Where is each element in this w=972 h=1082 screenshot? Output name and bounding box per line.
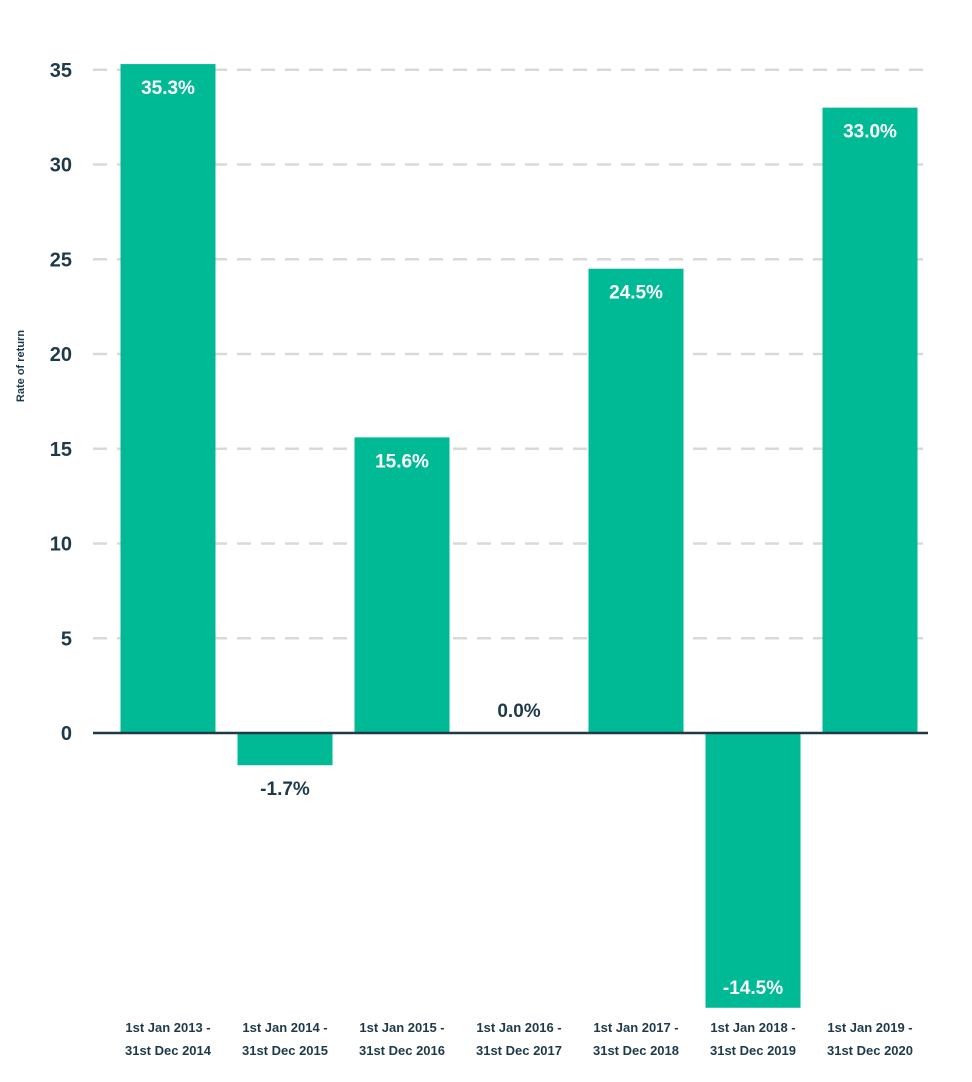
data-label: -1.7% <box>260 779 310 800</box>
bar <box>588 268 684 733</box>
x-tick-label: 1st Jan 2014 - <box>242 1020 327 1035</box>
data-label: 24.5% <box>609 283 663 304</box>
y-axis-label: Rate of return <box>15 330 27 402</box>
data-label: 15.6% <box>375 451 429 472</box>
bar <box>120 64 216 733</box>
y-tick-label: 0 <box>61 723 72 745</box>
y-tick-label: 35 <box>50 60 72 82</box>
data-labels: 35.3% -1.7% 15.6% 0.0% 24.5% -14.5% 33.0% <box>141 78 897 999</box>
x-tick-label: 1st Jan 2013 - <box>125 1020 210 1035</box>
axes: 0 5 10 15 20 25 30 35 1st Jan 2013 - 31st Dec 201… <box>50 60 928 1058</box>
x-tick-label: 1st Jan 2017 - <box>593 1020 678 1035</box>
x-tick-label: 31st Dec 2020 <box>827 1043 913 1058</box>
y-tick-label: 25 <box>50 249 72 271</box>
data-label: 0.0% <box>497 701 540 722</box>
y-tick-label: 15 <box>50 439 72 461</box>
grid-lines <box>93 68 928 640</box>
bar <box>705 733 801 1008</box>
x-tick-label: 1st Jan 2018 - <box>710 1020 795 1035</box>
y-tick-label: 10 <box>50 534 72 556</box>
y-tick-label: 5 <box>61 628 72 650</box>
bar <box>822 107 918 733</box>
x-tick-label: 1st Jan 2016 - <box>476 1020 561 1035</box>
x-tick-label: 31st Dec 2015 <box>242 1043 328 1058</box>
x-tick-label: 31st Dec 2016 <box>359 1043 445 1058</box>
x-tick-label: 31st Dec 2014 <box>125 1043 212 1058</box>
bars <box>120 64 918 1008</box>
y-tick-label: 20 <box>50 344 72 366</box>
x-tick-label: 1st Jan 2015 - <box>359 1020 444 1035</box>
data-label: 33.0% <box>843 122 897 143</box>
bar <box>237 733 333 766</box>
y-tick-label: 30 <box>50 155 72 177</box>
x-tick-label: 31st Dec 2018 <box>593 1043 679 1058</box>
data-label: -14.5% <box>723 978 783 999</box>
bar <box>354 437 450 733</box>
x-tick-label: 31st Dec 2019 <box>710 1043 796 1058</box>
x-tick-label: 31st Dec 2017 <box>476 1043 562 1058</box>
x-tick-label: 1st Jan 2019 - <box>827 1020 912 1035</box>
data-label: 35.3% <box>141 78 195 99</box>
